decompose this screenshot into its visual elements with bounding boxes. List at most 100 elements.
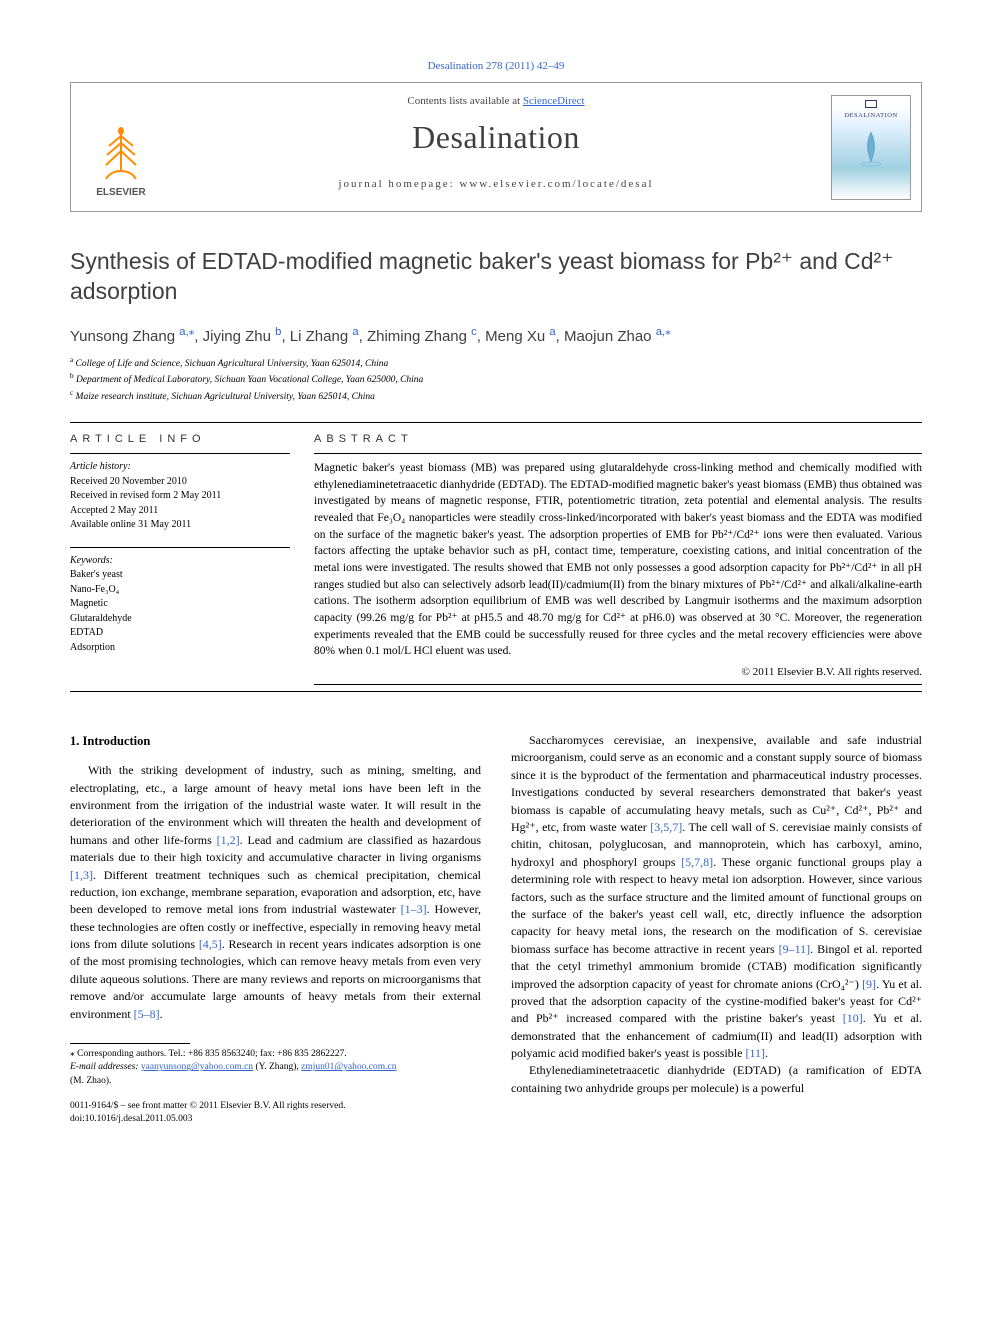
history-item: Received in revised form 2 May 2011: [70, 489, 290, 504]
affiliation: c Maize research institute, Sichuan Agri…: [70, 388, 922, 404]
affiliation: b Department of Medical Laboratory, Sich…: [70, 371, 922, 387]
contents-line: Contents lists available at ScienceDirec…: [171, 95, 821, 107]
divider: [70, 691, 922, 692]
author: Yunsong Zhang a,⁎: [70, 328, 194, 345]
email-label: E-mail addresses:: [70, 1062, 141, 1072]
doi-line: doi:10.1016/j.desal.2011.05.003: [70, 1113, 481, 1126]
history-item: Accepted 2 May 2011: [70, 504, 290, 519]
citation-link[interactable]: [9]: [862, 977, 876, 991]
citation-link[interactable]: [1–3]: [401, 902, 427, 916]
keyword: Baker's yeast: [70, 568, 290, 583]
author: Maojun Zhao a,⁎: [564, 328, 671, 345]
citation-link[interactable]: [4,5]: [199, 937, 222, 951]
affiliations-list: a College of Life and Science, Sichuan A…: [70, 355, 922, 404]
history-item: Received 20 November 2010: [70, 475, 290, 490]
email-line: E-mail addresses: yaanyunsong@yahoo.com.…: [70, 1061, 481, 1074]
keyword: EDTAD: [70, 626, 290, 641]
publisher-logo-cell: ELSEVIER: [71, 83, 171, 211]
affiliation-mark-link[interactable]: a,: [179, 326, 188, 338]
contents-prefix: Contents lists available at: [407, 95, 522, 107]
section-heading: 1. Introduction: [70, 732, 481, 750]
keywords-block: Keywords: Baker's yeast Nano-Fe₃O₄ Magne…: [70, 554, 290, 656]
body-right-column: Saccharomyces cerevisiae, an inexpensive…: [511, 732, 922, 1126]
affiliation-text: Maize research institute, Sichuan Agricu…: [76, 392, 375, 402]
elsevier-logo-icon: ELSEVIER: [81, 121, 161, 201]
author-list: Yunsong Zhang a,⁎, Jiying Zhu b, Li Zhan…: [70, 325, 922, 345]
keyword: Magnetic: [70, 597, 290, 612]
affiliation-mark: a: [70, 356, 73, 364]
email-link[interactable]: zmjun01@yahoo.com.cn: [301, 1062, 396, 1072]
divider: [70, 453, 290, 454]
citation-link[interactable]: [11]: [745, 1046, 765, 1060]
abstract-column: ABSTRACT Magnetic baker's yeast biomass …: [314, 433, 922, 685]
corr-author-line: ⁎ Corresponding authors. Tel.: +86 835 8…: [70, 1048, 481, 1061]
citation-link[interactable]: [1,3]: [70, 868, 93, 882]
author: Zhiming Zhang c: [367, 328, 477, 345]
affiliation-mark-link[interactable]: a: [549, 326, 555, 338]
affiliation-mark-link[interactable]: c: [471, 326, 477, 338]
history-label: Article history:: [70, 460, 290, 475]
abstract-text: Magnetic baker's yeast biomass (MB) was …: [314, 460, 922, 660]
body-paragraph: Saccharomyces cerevisiae, an inexpensive…: [511, 732, 922, 1062]
keywords-label: Keywords:: [70, 554, 290, 569]
keyword: Glutaraldehyde: [70, 612, 290, 627]
author: Meng Xu a: [485, 328, 555, 345]
keyword: Nano-Fe₃O₄: [70, 583, 290, 598]
divider: [314, 453, 922, 454]
journal-cover-cell: DESALINATION: [821, 83, 921, 211]
abstract-heading: ABSTRACT: [314, 433, 922, 445]
divider: [70, 547, 290, 548]
affiliation-mark: c: [70, 389, 73, 397]
author-name: Zhiming Zhang: [367, 328, 467, 345]
email-tail: (M. Zhao).: [70, 1075, 481, 1088]
citation-link[interactable]: [5–8]: [134, 1007, 160, 1021]
author-name: Li Zhang: [290, 328, 348, 345]
front-matter-line: 0011-9164/$ – see front matter © 2011 El…: [70, 1100, 481, 1113]
cover-label: DESALINATION: [844, 112, 897, 119]
journal-ref-link[interactable]: Desalination 278 (2011) 42–49: [428, 60, 565, 72]
citation-link[interactable]: [3,5,7]: [650, 820, 682, 834]
footnotes: ⁎ Corresponding authors. Tel.: +86 835 8…: [70, 1048, 481, 1088]
affiliation: a College of Life and Science, Sichuan A…: [70, 355, 922, 371]
journal-cover-thumb-icon: DESALINATION: [831, 95, 911, 200]
author: Li Zhang a: [290, 328, 359, 345]
copyright-line: © 2011 Elsevier B.V. All rights reserved…: [314, 666, 922, 678]
affiliation-mark: b: [70, 372, 74, 380]
divider: [70, 422, 922, 423]
email-who: (Y. Zhang),: [253, 1062, 301, 1072]
journal-reference: Desalination 278 (2011) 42–49: [70, 60, 922, 72]
author-name: Jiying Zhu: [203, 328, 271, 345]
body-paragraph: Ethylenediaminetetraacetic dianhydride (…: [511, 1062, 922, 1097]
corr-mark-link[interactable]: ⁎: [189, 326, 195, 338]
affiliation-mark-link[interactable]: a,: [656, 326, 665, 338]
sciencedirect-link[interactable]: ScienceDirect: [523, 95, 585, 107]
body-left-column: 1. Introduction With the striking develo…: [70, 732, 481, 1126]
keyword: Adsorption: [70, 641, 290, 656]
bottom-meta: 0011-9164/$ – see front matter © 2011 El…: [70, 1100, 481, 1127]
article-info-heading: ARTICLE INFO: [70, 433, 290, 445]
svg-text:ELSEVIER: ELSEVIER: [96, 187, 146, 198]
author-name: Maojun Zhao: [564, 328, 652, 345]
article-info-column: ARTICLE INFO Article history: Received 2…: [70, 433, 290, 685]
affiliation-mark-link[interactable]: a: [352, 326, 358, 338]
email-link[interactable]: yaanyunsong@yahoo.com.cn: [141, 1062, 253, 1072]
citation-link[interactable]: [1,2]: [217, 833, 240, 847]
history-item: Available online 31 May 2011: [70, 518, 290, 533]
journal-header-box: ELSEVIER Contents lists available at Sci…: [70, 82, 922, 212]
body-paragraph: With the striking development of industr…: [70, 762, 481, 1023]
citation-link[interactable]: [10]: [843, 1011, 863, 1025]
author: Jiying Zhu b: [203, 328, 282, 345]
article-history-block: Article history: Received 20 November 20…: [70, 460, 290, 533]
citation-link[interactable]: [5,7,8]: [681, 855, 713, 869]
affiliation-mark-link[interactable]: b: [275, 326, 281, 338]
footnote-divider: [70, 1043, 190, 1044]
citation-link[interactable]: [9–11]: [779, 942, 811, 956]
body-columns: 1. Introduction With the striking develo…: [70, 732, 922, 1126]
journal-homepage: journal homepage: www.elsevier.com/locat…: [171, 178, 821, 190]
corr-mark-link[interactable]: ⁎: [665, 326, 671, 338]
journal-header-center: Contents lists available at ScienceDirec…: [171, 83, 821, 211]
section-title: Introduction: [83, 734, 151, 748]
divider: [314, 684, 922, 685]
journal-name: Desalination: [171, 119, 821, 156]
affiliation-text: College of Life and Science, Sichuan Agr…: [76, 359, 389, 369]
